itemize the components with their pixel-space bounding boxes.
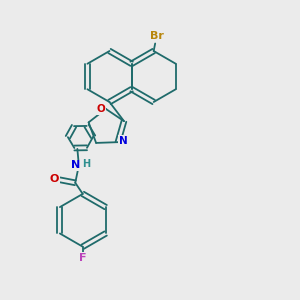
Text: O: O: [96, 104, 105, 114]
Text: H: H: [82, 159, 90, 169]
Text: Br: Br: [150, 31, 164, 41]
Text: F: F: [79, 253, 86, 263]
Text: N: N: [70, 160, 80, 170]
Text: O: O: [50, 174, 59, 184]
Text: N: N: [119, 136, 128, 146]
